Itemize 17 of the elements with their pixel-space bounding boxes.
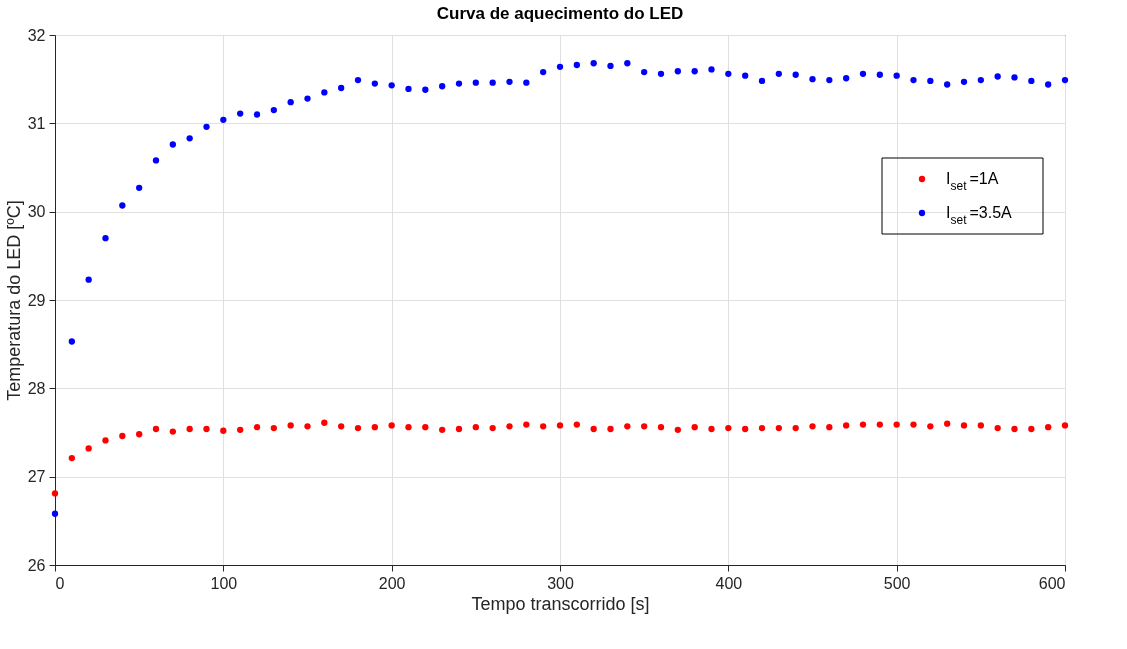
- x-axis-title: Tempo transcorrido [s]: [471, 593, 650, 614]
- y-tick-label: 28: [27, 379, 46, 397]
- x-tick-label: 300: [547, 574, 574, 592]
- x-tick-label: 100: [210, 574, 238, 592]
- y-tick-label: 31: [27, 114, 46, 132]
- x-tick-label: 500: [883, 574, 911, 592]
- y-tick-label: 27: [27, 468, 46, 486]
- chart-title: Curva de aquecimento do LED: [436, 4, 684, 23]
- y-tick-label: 29: [27, 291, 46, 309]
- x-tick-label: 600: [1038, 574, 1066, 592]
- y-axis-title: Temperatura do LED [ºC]: [3, 200, 24, 401]
- y-tick-label: 30: [27, 203, 46, 221]
- x-tick-label: 0: [55, 574, 65, 592]
- y-tick-label: 32: [27, 26, 46, 44]
- x-tick-label: 200: [378, 574, 406, 592]
- x-tick-label: 400: [715, 574, 743, 592]
- y-tick-label: 26: [27, 556, 46, 574]
